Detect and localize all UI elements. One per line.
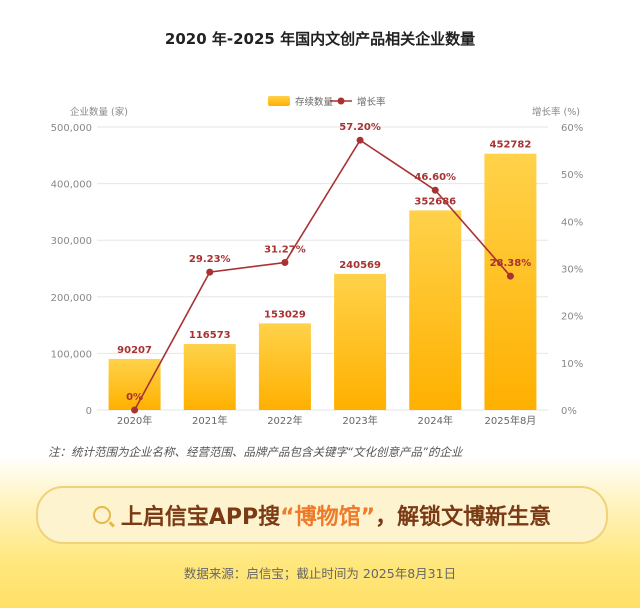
x-tick: 2020年 bbox=[117, 414, 152, 427]
x-tick: 2022年 bbox=[267, 414, 302, 427]
data-source: 数据来源：启信宝；截止时间为 2025年8月31日 bbox=[183, 566, 457, 581]
banner-text-2: ，解锁文博新生意 bbox=[375, 505, 552, 530]
y-tick-right: 20% bbox=[561, 312, 583, 323]
bar-label: 352686 bbox=[414, 196, 456, 207]
y-axis-label-left: 企业数量 (家) bbox=[70, 106, 128, 118]
y-tick-left: 100,000 bbox=[51, 349, 92, 360]
bar-label: 90207 bbox=[117, 345, 152, 356]
x-tick: 2025年8月 bbox=[485, 414, 537, 427]
y-tick-left: 200,000 bbox=[51, 293, 92, 304]
bar bbox=[258, 323, 311, 410]
y-tick-left: 300,000 bbox=[51, 236, 92, 247]
chart: 0 100,000 200,000 300,000 400,000 500,000 0% 10… bbox=[51, 96, 583, 427]
y-tick-right: 60% bbox=[561, 123, 583, 134]
y-tick-left: 0 bbox=[86, 406, 92, 417]
x-tick: 2023年 bbox=[342, 414, 377, 427]
chart-title: 2020 年-2025 年国内文创产品相关企业数量 bbox=[164, 30, 476, 48]
y-tick-left: 400,000 bbox=[51, 180, 92, 191]
line-point bbox=[431, 186, 439, 194]
bar-label: 240569 bbox=[339, 260, 381, 271]
line-label: 57.20% bbox=[339, 122, 381, 133]
bar-label: 452782 bbox=[490, 140, 532, 151]
line-label: 29.23% bbox=[189, 254, 231, 265]
footnote: 注：统计范围为企业名称、经营范围、品牌产品包含关键字“文化创意产品”的企业 bbox=[48, 445, 463, 459]
x-tick: 2024年 bbox=[418, 414, 453, 427]
legend-swatch-bar bbox=[268, 96, 290, 106]
search-icon bbox=[92, 506, 111, 524]
line-point bbox=[356, 136, 364, 144]
growth-line bbox=[133, 139, 512, 411]
line-point bbox=[281, 259, 289, 267]
y-tick-right: 30% bbox=[561, 265, 583, 276]
bar bbox=[334, 273, 387, 410]
y-tick-right: 50% bbox=[561, 170, 583, 181]
bar bbox=[409, 210, 462, 410]
y-tick-right: 0% bbox=[561, 406, 577, 417]
line-label: 46.60% bbox=[414, 172, 456, 183]
bar bbox=[183, 344, 236, 410]
banner-highlight: “博物馆” bbox=[280, 505, 376, 530]
legend-swatch-point bbox=[337, 97, 345, 105]
bar bbox=[108, 358, 161, 410]
promo-banner[interactable]: 上启信宝APP搜 “博物馆” ，解锁文博新生意 bbox=[36, 486, 608, 544]
y-axis-label-right: 增长率 (%) bbox=[532, 106, 580, 118]
line-point bbox=[206, 268, 214, 276]
line-label: 31.27% bbox=[264, 245, 306, 256]
y-tick-right: 40% bbox=[561, 217, 583, 228]
bar-label: 116573 bbox=[189, 330, 231, 341]
legend-label-line: 增长率 bbox=[357, 96, 386, 108]
bar-label: 153029 bbox=[264, 309, 306, 320]
line-point bbox=[506, 272, 514, 280]
bar bbox=[484, 153, 537, 410]
legend-label-bar: 存续数量 bbox=[295, 96, 334, 108]
banner-text-1: 上启信宝APP搜 bbox=[120, 505, 281, 530]
y-tick-right: 10% bbox=[561, 359, 583, 370]
line-label: 0% bbox=[126, 392, 143, 403]
y-tick-left: 500,000 bbox=[51, 123, 92, 134]
line-label: 28.38% bbox=[490, 258, 532, 269]
x-tick: 2021年 bbox=[192, 414, 227, 427]
line-point bbox=[131, 406, 139, 414]
